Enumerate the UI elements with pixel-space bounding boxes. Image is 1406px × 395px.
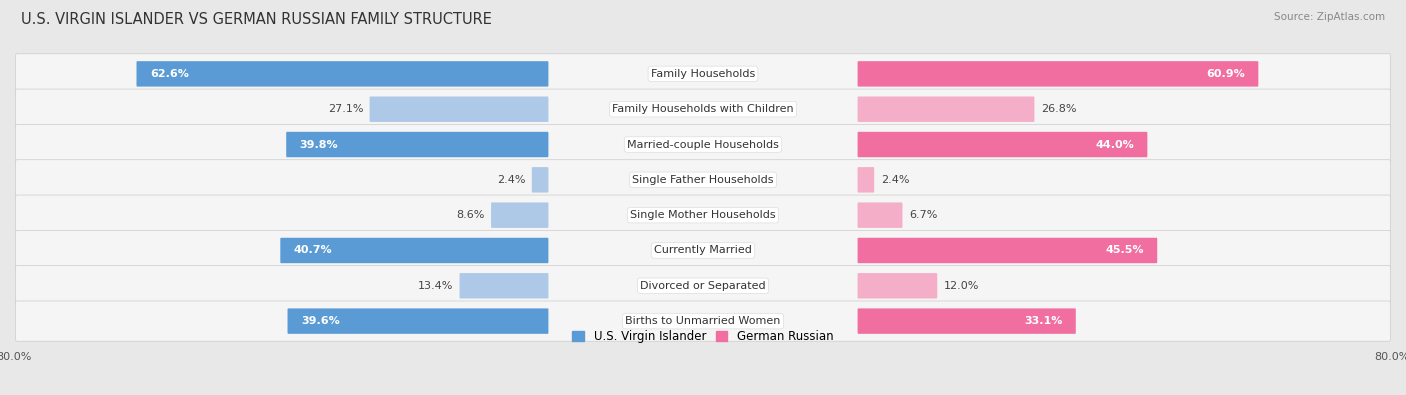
Text: Family Households with Children: Family Households with Children	[612, 104, 794, 114]
Text: Currently Married: Currently Married	[654, 245, 752, 256]
FancyBboxPatch shape	[15, 266, 1391, 306]
Text: Births to Unmarried Women: Births to Unmarried Women	[626, 316, 780, 326]
FancyBboxPatch shape	[15, 89, 1391, 129]
FancyBboxPatch shape	[460, 273, 548, 299]
FancyBboxPatch shape	[287, 132, 548, 157]
Legend: U.S. Virgin Islander, German Russian: U.S. Virgin Islander, German Russian	[568, 325, 838, 348]
Text: 2.4%: 2.4%	[880, 175, 910, 185]
Text: Single Father Households: Single Father Households	[633, 175, 773, 185]
FancyBboxPatch shape	[280, 238, 548, 263]
Text: 62.6%: 62.6%	[150, 69, 188, 79]
FancyBboxPatch shape	[491, 203, 548, 228]
Text: 12.0%: 12.0%	[943, 281, 979, 291]
Text: 33.1%: 33.1%	[1024, 316, 1063, 326]
FancyBboxPatch shape	[15, 124, 1391, 165]
FancyBboxPatch shape	[858, 61, 1258, 87]
Text: Married-couple Households: Married-couple Households	[627, 139, 779, 150]
FancyBboxPatch shape	[858, 203, 903, 228]
Text: 2.4%: 2.4%	[496, 175, 526, 185]
Text: Divorced or Separated: Divorced or Separated	[640, 281, 766, 291]
Text: 40.7%: 40.7%	[294, 245, 332, 256]
FancyBboxPatch shape	[15, 230, 1391, 271]
FancyBboxPatch shape	[15, 160, 1391, 200]
FancyBboxPatch shape	[858, 132, 1147, 157]
Text: 6.7%: 6.7%	[908, 210, 938, 220]
FancyBboxPatch shape	[15, 301, 1391, 341]
Text: Source: ZipAtlas.com: Source: ZipAtlas.com	[1274, 12, 1385, 22]
Text: 44.0%: 44.0%	[1095, 139, 1135, 150]
Text: Family Households: Family Households	[651, 69, 755, 79]
FancyBboxPatch shape	[858, 96, 1035, 122]
Text: 13.4%: 13.4%	[418, 281, 453, 291]
FancyBboxPatch shape	[287, 308, 548, 334]
FancyBboxPatch shape	[858, 273, 938, 299]
Text: 45.5%: 45.5%	[1105, 245, 1144, 256]
FancyBboxPatch shape	[531, 167, 548, 192]
Text: Single Mother Households: Single Mother Households	[630, 210, 776, 220]
FancyBboxPatch shape	[15, 54, 1391, 94]
FancyBboxPatch shape	[370, 96, 548, 122]
Text: 8.6%: 8.6%	[457, 210, 485, 220]
Text: 39.6%: 39.6%	[301, 316, 340, 326]
Text: U.S. VIRGIN ISLANDER VS GERMAN RUSSIAN FAMILY STRUCTURE: U.S. VIRGIN ISLANDER VS GERMAN RUSSIAN F…	[21, 12, 492, 27]
Text: 27.1%: 27.1%	[328, 104, 363, 114]
FancyBboxPatch shape	[858, 308, 1076, 334]
FancyBboxPatch shape	[858, 167, 875, 192]
FancyBboxPatch shape	[858, 238, 1157, 263]
FancyBboxPatch shape	[136, 61, 548, 87]
Text: 26.8%: 26.8%	[1040, 104, 1077, 114]
Text: 39.8%: 39.8%	[299, 139, 339, 150]
Text: 60.9%: 60.9%	[1206, 69, 1244, 79]
FancyBboxPatch shape	[15, 195, 1391, 235]
